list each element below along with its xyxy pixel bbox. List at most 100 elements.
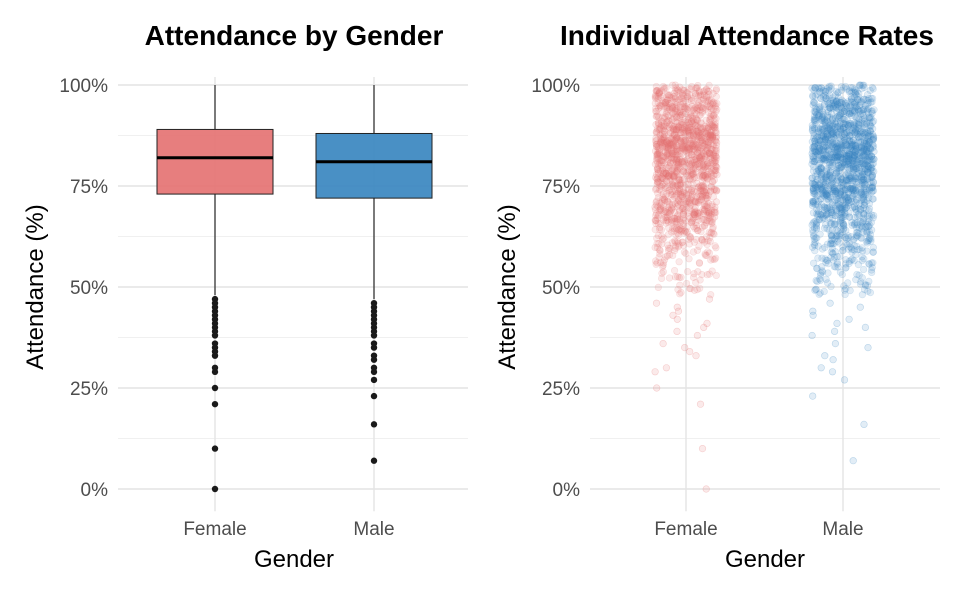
data-point xyxy=(678,225,686,234)
data-point xyxy=(687,219,695,227)
data-point xyxy=(829,356,837,364)
data-point xyxy=(660,207,668,215)
boxplot-y-tick-label: 100% xyxy=(59,76,108,97)
data-point xyxy=(679,91,687,99)
data-point xyxy=(668,97,676,105)
data-point xyxy=(708,151,717,159)
data-point xyxy=(711,119,719,127)
data-point xyxy=(653,128,661,136)
data-point xyxy=(658,269,666,277)
data-point xyxy=(692,193,701,201)
data-point xyxy=(827,282,835,291)
data-point xyxy=(652,211,660,220)
data-point xyxy=(693,127,702,135)
data-point xyxy=(678,120,686,129)
data-point xyxy=(809,311,817,319)
box-male xyxy=(315,85,433,464)
data-point xyxy=(685,199,694,207)
data-point xyxy=(703,140,711,148)
data-point xyxy=(663,107,671,116)
data-point xyxy=(700,188,709,196)
data-point xyxy=(652,107,660,115)
data-point xyxy=(820,175,828,183)
data-point xyxy=(672,113,681,121)
data-point xyxy=(685,146,694,154)
data-point xyxy=(693,145,702,153)
data-point xyxy=(860,420,868,429)
data-point xyxy=(699,183,708,191)
data-point xyxy=(711,104,719,112)
data-point xyxy=(679,188,687,196)
data-point xyxy=(674,286,682,294)
data-point xyxy=(669,110,677,118)
data-point xyxy=(685,235,693,243)
data-point xyxy=(680,103,688,111)
data-point xyxy=(673,167,681,175)
data-point xyxy=(651,186,660,194)
data-point xyxy=(708,202,716,210)
data-point xyxy=(699,99,707,107)
data-point xyxy=(672,126,681,134)
data-point xyxy=(655,253,663,261)
data-point xyxy=(679,238,687,246)
data-point xyxy=(653,214,661,222)
data-point xyxy=(689,169,698,177)
data-point xyxy=(661,113,669,121)
data-point xyxy=(665,162,674,170)
outlier-point xyxy=(370,376,378,384)
data-point xyxy=(671,200,679,208)
scatter-x-axis-label: Gender xyxy=(725,546,805,573)
data-point xyxy=(681,183,689,191)
data-point xyxy=(843,142,851,150)
data-point xyxy=(701,162,710,171)
data-point xyxy=(826,121,834,129)
data-point xyxy=(680,129,688,137)
data-point xyxy=(708,267,716,275)
data-point xyxy=(660,131,669,139)
data-point xyxy=(664,144,672,152)
data-point xyxy=(699,166,708,174)
data-point xyxy=(669,105,677,113)
data-point xyxy=(687,125,695,133)
data-point xyxy=(711,203,719,211)
outlier-point xyxy=(370,356,378,363)
data-point xyxy=(680,220,688,228)
data-point xyxy=(698,160,706,168)
data-point xyxy=(863,151,871,159)
data-point xyxy=(706,187,715,195)
data-point xyxy=(672,168,680,176)
data-point xyxy=(655,150,663,158)
data-point xyxy=(697,154,706,162)
data-point xyxy=(686,285,695,293)
data-point xyxy=(658,157,666,165)
data-point xyxy=(656,102,664,110)
data-point xyxy=(833,319,841,328)
data-point xyxy=(680,189,689,197)
data-point xyxy=(672,125,680,134)
data-point xyxy=(682,89,690,97)
data-point xyxy=(652,87,661,95)
data-point xyxy=(660,154,668,162)
data-point xyxy=(698,162,706,170)
data-point xyxy=(679,86,688,94)
data-point xyxy=(711,129,719,137)
data-point xyxy=(676,222,684,230)
data-point xyxy=(703,156,711,164)
data-point xyxy=(657,201,665,209)
data-point xyxy=(855,118,863,126)
data-point xyxy=(703,145,711,153)
data-point xyxy=(685,142,693,150)
data-point xyxy=(658,130,666,138)
data-point xyxy=(674,307,683,315)
data-point xyxy=(666,177,674,185)
data-point xyxy=(695,144,703,152)
data-point xyxy=(704,103,712,111)
data-point xyxy=(659,209,668,217)
data-point xyxy=(672,102,680,111)
data-point xyxy=(655,140,664,148)
data-point xyxy=(704,167,713,175)
data-point xyxy=(697,91,705,99)
data-point xyxy=(692,352,700,360)
data-point xyxy=(709,140,717,148)
data-point xyxy=(713,171,721,179)
